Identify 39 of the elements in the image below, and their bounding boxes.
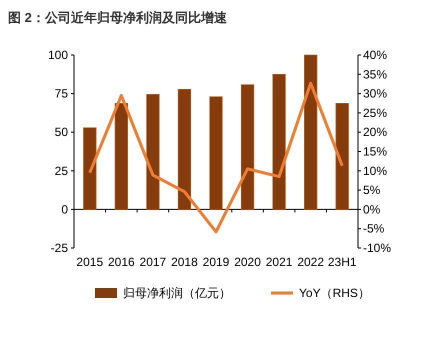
y-tick-label: 0 [61,202,68,216]
x-tick-label: 2022 [297,255,324,269]
legend-label: 归母净利润（亿元） [123,286,231,300]
y-tick-label: 100 [48,48,68,62]
x-tick-label: 2021 [266,255,293,269]
bar [272,74,286,210]
x-tick-label: 2019 [202,255,230,269]
y-tick-label: 75 [54,86,68,101]
y2-tick-label: 10% [363,164,388,178]
bar [336,103,349,210]
y2-tick-label: 25% [363,106,388,120]
y2-tick-label: 15% [363,144,388,158]
y2-tick-label: 30% [363,86,388,101]
x-tick-label: 23H1 [328,255,357,269]
y2-tick-label: 40% [363,48,388,62]
y2-tick-label: 35% [363,67,388,82]
x-tick-label: 2020 [234,255,262,269]
x-tick-label: 2017 [140,255,167,269]
legend-label: YoY（RHS） [299,286,370,300]
x-tick-label: 2016 [108,255,136,269]
bar [240,84,254,210]
bar [146,94,160,210]
x-tick-label: 2018 [171,255,198,269]
y2-tick-label: 0% [363,202,381,216]
chart-title: 图 2：公司近年归母净利润及同比增速 [8,10,228,25]
bar [114,103,128,210]
y2-tick-label: 20% [363,125,388,140]
x-tick-label: 2015 [76,255,104,269]
y-tick-label: 50 [54,125,68,140]
bar [83,127,96,210]
bar [304,54,318,210]
y-tick-label: 25 [54,164,68,178]
bar [178,88,192,210]
line-series [88,82,344,234]
bar [209,96,223,210]
y2-tick-label: 5% [363,183,381,198]
y-tick-label: -25 [50,241,68,255]
y2-tick-label: -5% [363,222,385,236]
y2-tick-label: -10% [363,241,392,255]
